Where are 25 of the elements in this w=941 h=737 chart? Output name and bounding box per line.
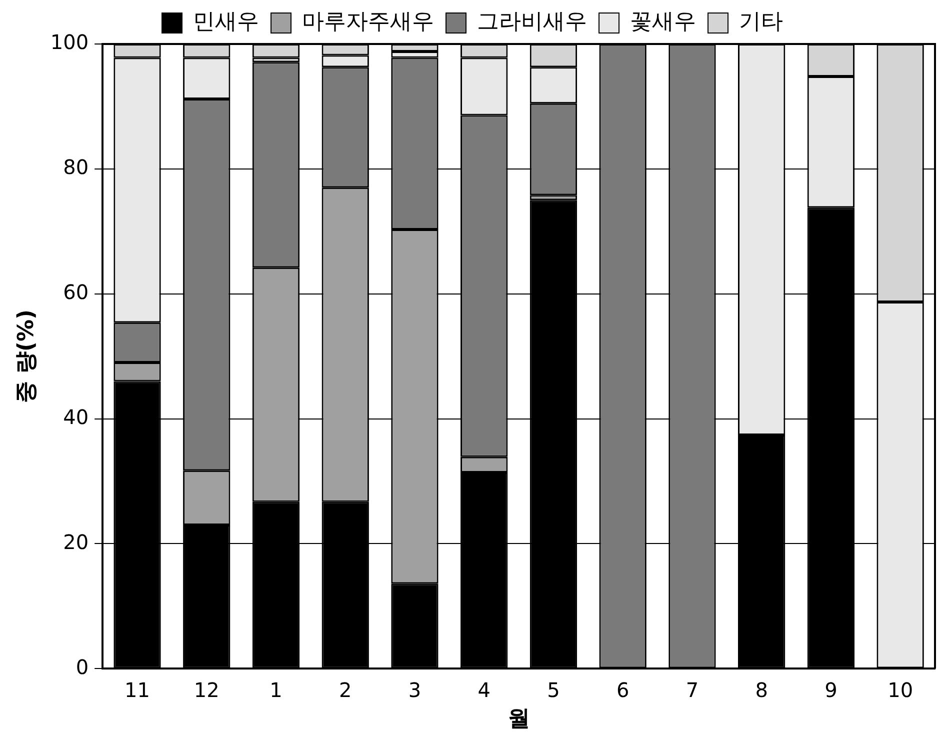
y-tick-label: 20 [63, 530, 89, 554]
legend-label: 기타 [739, 10, 783, 35]
legend-label: 꽃새우 [630, 10, 696, 35]
x-tick-label: 4 [478, 678, 490, 702]
x-tick-label: 1 [270, 678, 282, 702]
x-tick-label: 8 [755, 678, 768, 702]
x-tick-label: 11 [124, 678, 150, 702]
x-tick-label: 9 [824, 678, 838, 702]
x-tick-label: 5 [547, 678, 560, 702]
y-tick-label: 0 [76, 654, 89, 679]
legend-label: 마루자주새우 [302, 10, 434, 35]
legend-label: 그라비새우 [477, 10, 587, 35]
x-tick-label: 6 [616, 678, 630, 702]
y-axis-title: 중 량(%) [14, 309, 39, 404]
x-tick-label: 3 [408, 678, 422, 702]
x-tick-label: 10 [888, 678, 914, 702]
x-tick-label: 12 [194, 678, 220, 702]
y-tick-label: 100 [50, 30, 89, 54]
x-axis-title: 월 [508, 706, 530, 732]
y-tick-label: 40 [63, 404, 89, 429]
x-tick-label: 7 [686, 678, 699, 702]
y-tick-label: 80 [63, 155, 89, 180]
legend-label: 민새우 [193, 10, 259, 35]
y-tick-label: 60 [63, 280, 89, 304]
x-tick-label: 2 [339, 678, 352, 702]
